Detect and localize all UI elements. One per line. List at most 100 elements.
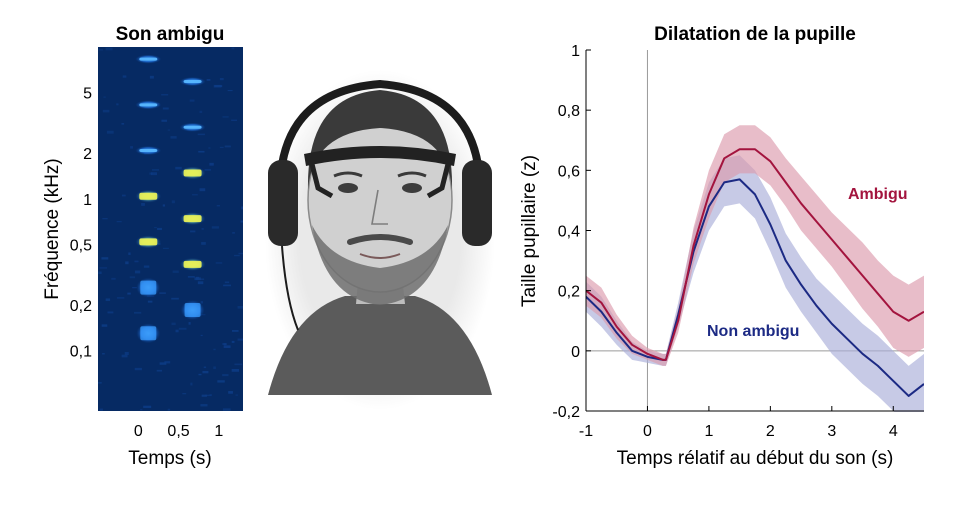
spectrogram-y-tick-label: 0,5 [70, 237, 92, 254]
spectrogram-x-ticks: 0 0,5 1 [134, 423, 224, 440]
noise-speck [228, 391, 233, 394]
noise-speck [122, 355, 128, 358]
noise-speck [106, 298, 110, 301]
noise-speck [149, 172, 152, 174]
noise-speck [103, 96, 105, 97]
noise-speck [100, 409, 103, 411]
pupil-chart-panel: Dilatation de la pupille -0,2 0 0,2 0,4 0,6 0… [519, 24, 924, 469]
noise-speck [196, 277, 199, 280]
noise-speck [127, 293, 130, 295]
left-eye [338, 183, 358, 193]
noise-speck [236, 395, 238, 396]
noise-speck [190, 383, 192, 386]
noise-speck [207, 79, 211, 81]
noise-speck [102, 218, 107, 219]
noise-speck [220, 147, 224, 148]
noise-speck [238, 339, 244, 341]
pupil-x-tick-label: -1 [579, 423, 593, 440]
right-eye [402, 183, 422, 193]
noise-speck [123, 75, 127, 77]
noise-speck [170, 136, 176, 139]
noise-speck [234, 364, 242, 366]
noise-speck [232, 47, 235, 49]
harmonic-mark [139, 103, 157, 106]
noise-speck [159, 292, 166, 294]
harmonic-mark [184, 80, 202, 83]
noise-speck [173, 271, 179, 273]
headphone-right-cup [462, 160, 492, 246]
noise-speck [125, 261, 128, 264]
pupil-y-tick-label: 0,4 [558, 224, 580, 241]
harmonic-mark [185, 303, 201, 317]
noise-speck [117, 297, 124, 298]
harmonic-mark [139, 193, 157, 200]
noise-speck [160, 362, 167, 364]
noise-speck [200, 404, 207, 406]
noise-speck [232, 232, 235, 233]
noise-speck [209, 163, 213, 166]
noise-speck [189, 322, 191, 325]
noise-speck [157, 228, 162, 230]
pupil-x-tick-label: 4 [889, 423, 898, 440]
noise-speck [101, 257, 108, 259]
pupil-y-tick-label: 0 [571, 344, 580, 361]
noise-speck [179, 328, 187, 330]
noise-speck [223, 408, 231, 411]
noise-speck [209, 394, 211, 395]
harmonic-mark [184, 215, 202, 222]
noise-speck [117, 221, 122, 222]
pupil-y-tick-label: 1 [571, 43, 580, 60]
noise-speck [172, 200, 175, 203]
pupil-chart-title: Dilatation de la pupille [654, 24, 856, 45]
noise-speck [125, 352, 129, 355]
noise-speck [134, 261, 138, 263]
noise-speck [116, 103, 118, 105]
noise-speck [216, 262, 223, 263]
noise-speck [130, 276, 135, 278]
noise-speck [241, 221, 245, 223]
noise-speck [163, 248, 169, 249]
noise-speck [212, 226, 219, 228]
noise-speck [152, 169, 159, 171]
spectrogram-x-tick-label: 0,5 [167, 423, 189, 440]
spectrogram-background [98, 47, 243, 411]
noise-speck [175, 167, 182, 170]
noise-speck [150, 76, 154, 79]
noise-speck [171, 298, 179, 300]
noise-speck [217, 380, 224, 382]
noise-speck [202, 371, 208, 373]
noise-speck [163, 204, 165, 206]
noise-speck [107, 311, 113, 313]
headphone-left-cup [268, 160, 298, 246]
harmonic-mark [140, 326, 156, 340]
noise-speck [176, 330, 179, 333]
noise-speck [200, 188, 206, 191]
noise-speck [99, 49, 103, 50]
noise-speck [135, 368, 142, 370]
noise-speck [213, 366, 216, 369]
noise-speck [122, 195, 126, 197]
spectrogram-y-tick-label: 1 [83, 192, 92, 209]
noise-speck [135, 270, 140, 273]
noise-speck [111, 278, 115, 280]
pupil-x-tick-label: 3 [827, 423, 836, 440]
noise-speck [220, 78, 224, 80]
noise-speck [98, 382, 102, 383]
pupil-chart-y-ticks: -0,200,20,40,60,81 [552, 43, 591, 421]
noise-speck [154, 227, 157, 228]
noise-speck [198, 151, 204, 153]
harmonic-mark [184, 169, 202, 176]
noise-speck [198, 134, 205, 135]
noise-speck [106, 48, 113, 51]
noise-speck [232, 369, 239, 372]
noise-speck [182, 393, 186, 394]
noise-speck [163, 107, 169, 109]
noise-speck [222, 374, 228, 376]
noise-speck [99, 267, 107, 268]
noise-speck [228, 90, 233, 91]
harmonic-mark [139, 238, 157, 245]
noise-speck [231, 120, 237, 121]
noise-speck [130, 146, 133, 149]
harmonic-mark [184, 126, 202, 129]
spectrogram-y-axis-label: Fréquence (kHz) [42, 158, 63, 300]
